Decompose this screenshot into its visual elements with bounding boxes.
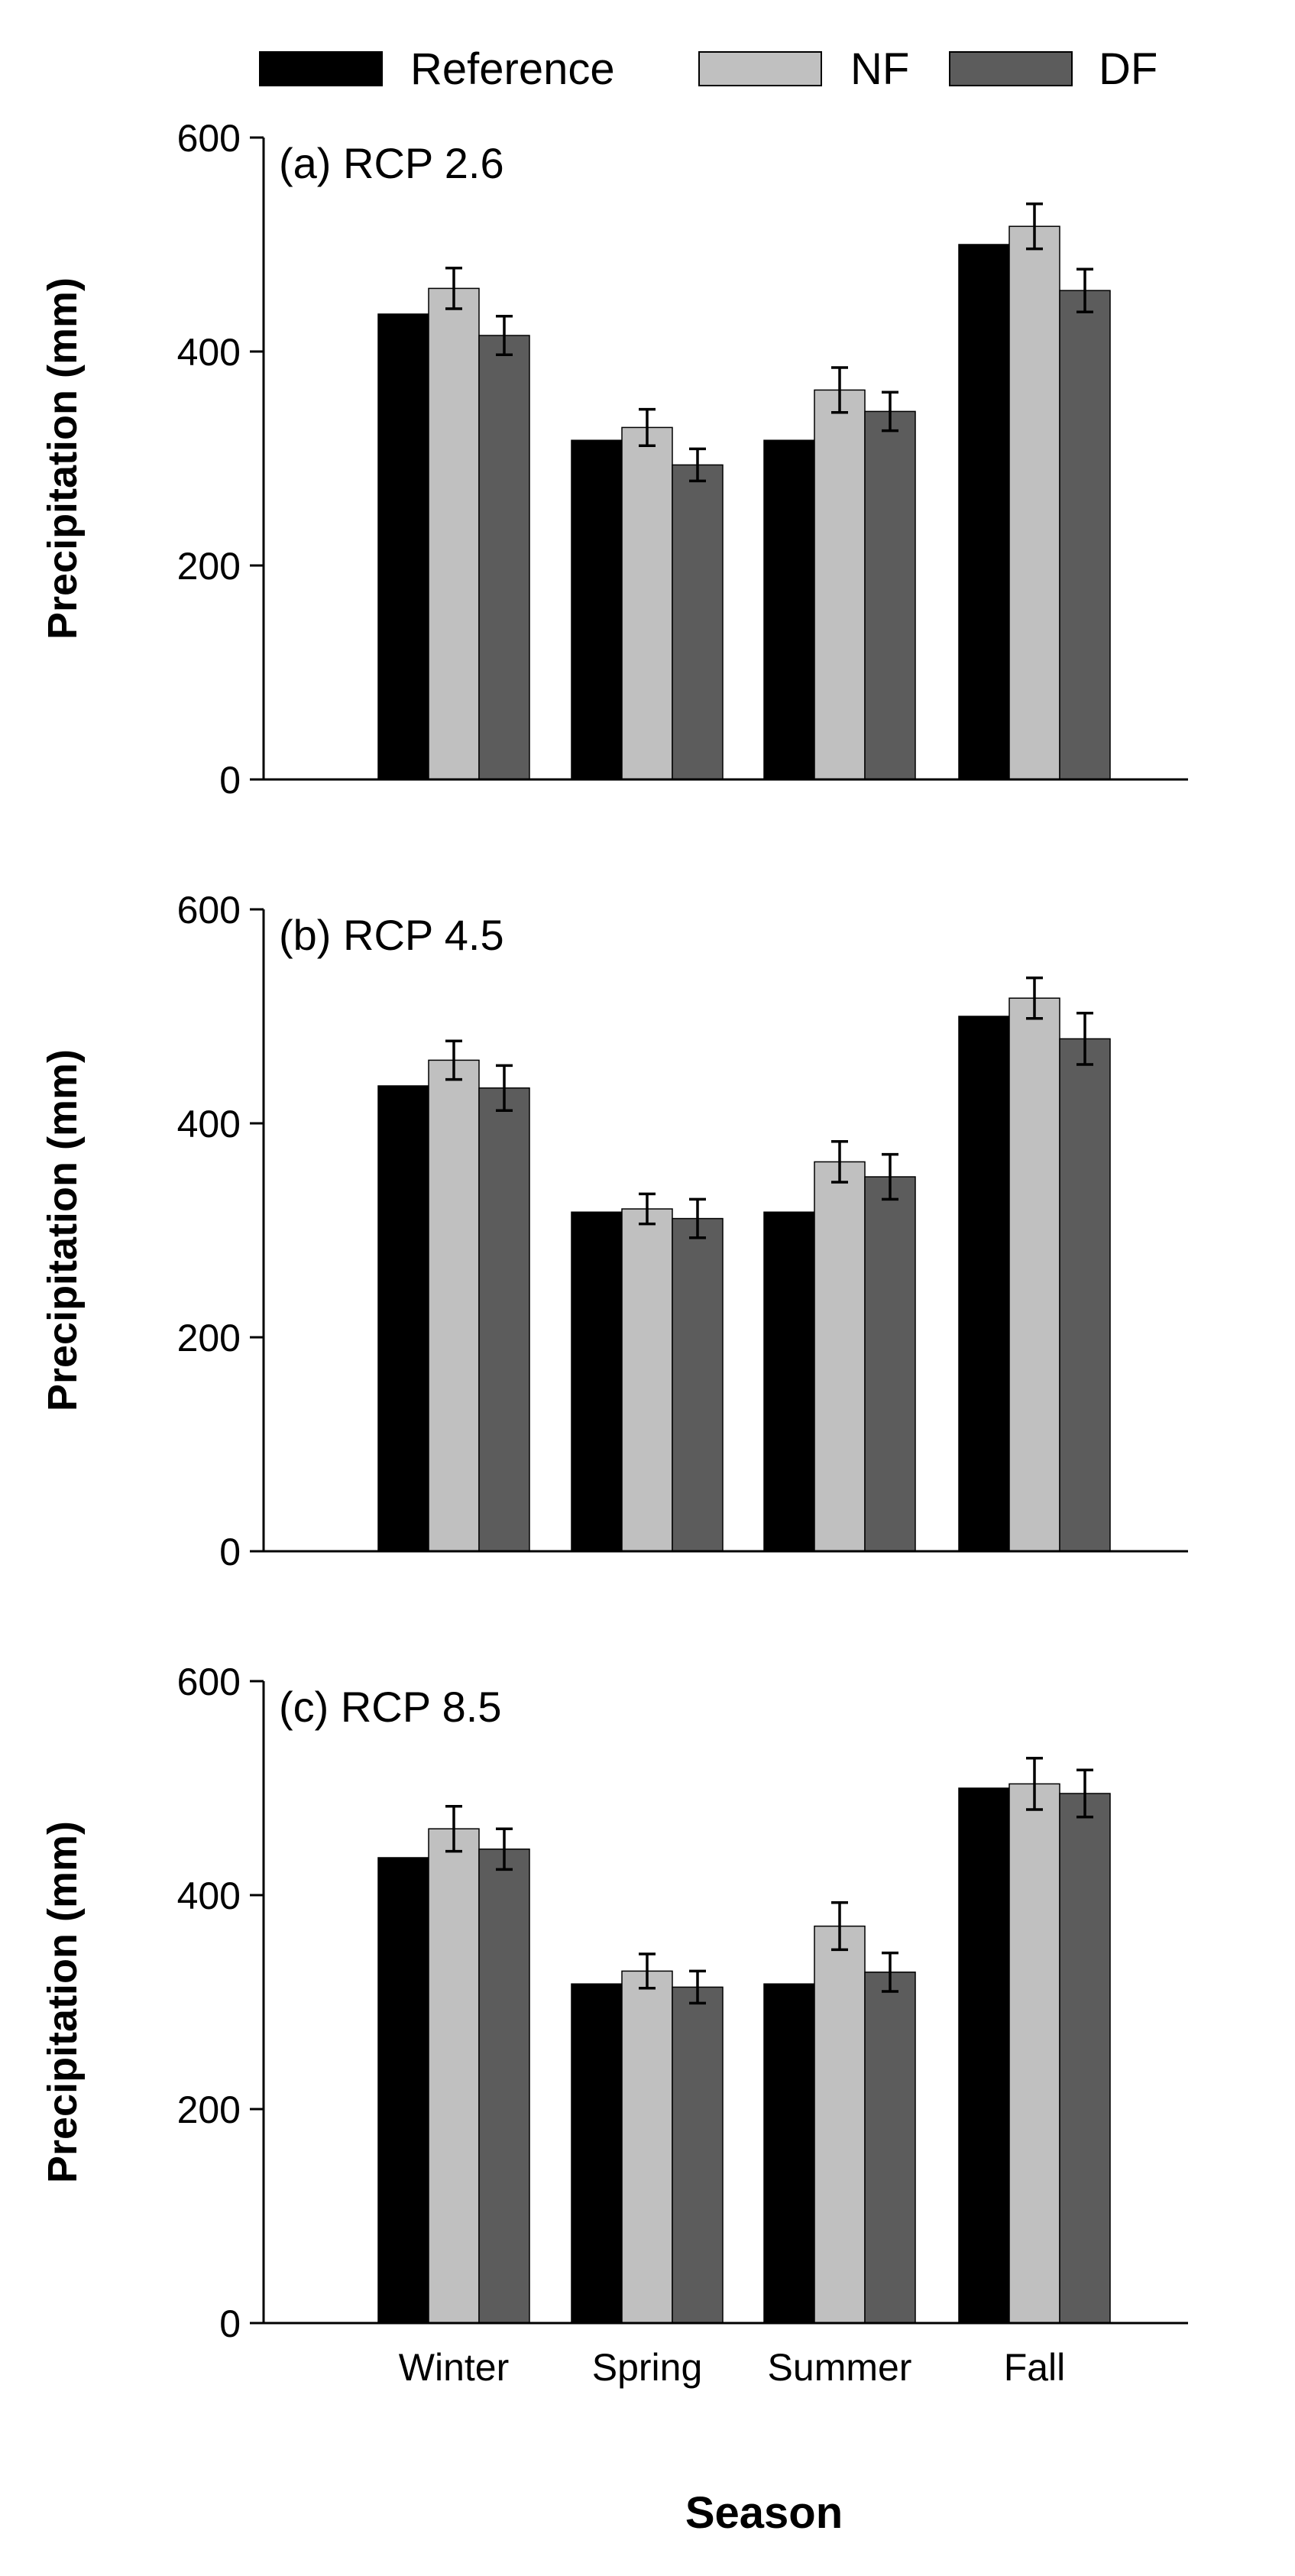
bar-a-df-fall (1059, 290, 1111, 780)
error-bar-a-nf-fall (1026, 203, 1043, 251)
bar-a-nf-winter (428, 287, 480, 780)
bar-b-nf-fall (1008, 997, 1060, 1552)
error-bar-a-df-spring (689, 447, 706, 483)
panel-b: 0 200 400 600 (b) RCP 4.5 Precipitation (mm) (40, 889, 1188, 1573)
bar-b-nf-spring (621, 1208, 673, 1552)
legend-swatch-df (949, 51, 1073, 86)
y-tick-label-c-600: 600 (177, 1661, 241, 1703)
bar-c-reference-fall (958, 1787, 1010, 2324)
error-bar-c-nf-fall (1026, 1757, 1043, 1811)
y-axis-title-b: Precipitation (mm) (40, 1049, 86, 1411)
bar-b-df-fall (1059, 1038, 1111, 1552)
bar-a-nf-summer (814, 389, 866, 780)
bar-a-df-winter (478, 335, 530, 780)
y-axis-title-a: Precipitation (mm) (40, 277, 86, 640)
bar-c-df-spring (672, 1986, 724, 2324)
y-axis-title-c: Precipitation (mm) (40, 1821, 86, 2183)
error-bar-c-nf-winter (445, 1805, 462, 1853)
bar-b-reference-summer (763, 1211, 815, 1552)
x-axis-title: Season (685, 2488, 843, 2538)
error-bar-c-nf-spring (639, 1952, 656, 1990)
bar-c-df-summer (864, 1972, 916, 2324)
bar-c-nf-summer (814, 1925, 866, 2324)
bar-a-reference-fall (958, 244, 1010, 780)
legend-swatch-nf (698, 51, 822, 86)
panel-label-c: (c) RCP 8.5 (279, 1683, 501, 1731)
bar-c-df-winter (478, 1849, 530, 2324)
panel-label-a: (a) RCP 2.6 (279, 139, 504, 187)
bar-b-reference-fall (958, 1016, 1010, 1552)
error-bar-b-df-winter (496, 1064, 513, 1112)
legend: Reference NF DF (259, 44, 1157, 94)
bar-a-nf-fall (1008, 225, 1060, 780)
error-bar-a-df-summer (882, 390, 898, 433)
legend-swatch-reference (259, 51, 383, 86)
panel-label-b: (b) RCP 4.5 (279, 911, 504, 959)
error-bar-b-nf-winter (445, 1039, 462, 1081)
bar-c-reference-spring (571, 1983, 623, 2324)
bar-c-df-fall (1059, 1793, 1111, 2324)
category-label-summer: Summer (768, 2346, 912, 2389)
y-tick-label-c-400: 400 (177, 1874, 241, 1917)
bar-c-reference-winter (377, 1857, 429, 2324)
bar-a-nf-spring (621, 426, 673, 780)
panel-a: 0 200 400 600 (a) RCP 2.6 Precipitation (mm) (40, 117, 1188, 802)
bar-a-reference-winter (377, 313, 429, 780)
error-bar-b-df-summer (882, 1152, 898, 1201)
error-bar-a-nf-spring (639, 407, 656, 447)
error-bar-c-df-summer (882, 1951, 898, 1993)
error-bar-b-nf-summer (831, 1140, 848, 1184)
y-tick-label-b-400: 400 (177, 1103, 241, 1145)
y-tick-label-b-200: 200 (177, 1317, 241, 1359)
bar-c-nf-winter (428, 1828, 480, 2324)
y-tick-label-c-200: 200 (177, 2088, 241, 2131)
bar-a-df-spring (672, 464, 724, 780)
legend-label-reference: Reference (410, 44, 615, 94)
y-tick-label-c-0: 0 (219, 2302, 241, 2345)
bar-a-reference-summer (763, 439, 815, 780)
legend-label-df: DF (1099, 44, 1157, 94)
error-bar-a-df-winter (496, 315, 513, 356)
bar-a-reference-spring (571, 439, 623, 780)
panel-c: 0 200 400 600 (c) RCP 8.5 Precipitation (mm) W… (40, 1661, 1188, 2389)
y-tick-label-a-600: 600 (177, 117, 241, 160)
bar-a-df-summer (864, 410, 916, 780)
y-tick-label-b-600: 600 (177, 889, 241, 932)
bar-b-nf-winter (428, 1059, 480, 1552)
bar-c-nf-spring (621, 1970, 673, 2324)
error-bar-a-df-fall (1076, 267, 1093, 313)
bar-b-reference-winter (377, 1085, 429, 1552)
error-bar-b-nf-fall (1026, 976, 1043, 1020)
error-bar-c-nf-summer (831, 1901, 848, 1952)
error-bar-a-nf-winter (445, 267, 462, 310)
error-bar-b-df-spring (689, 1197, 706, 1239)
bar-b-df-summer (864, 1176, 916, 1552)
bar-b-df-winter (478, 1087, 530, 1552)
category-label-winter: Winter (399, 2346, 509, 2389)
bar-b-df-spring (672, 1217, 724, 1552)
error-bar-b-df-fall (1076, 1012, 1093, 1066)
error-bar-c-df-fall (1076, 1768, 1093, 1819)
y-tick-label-a-0: 0 (219, 759, 241, 802)
y-tick-label-a-200: 200 (177, 545, 241, 588)
error-bar-c-df-winter (496, 1827, 513, 1871)
bar-c-reference-summer (763, 1983, 815, 2324)
error-bar-c-df-spring (689, 1969, 706, 2005)
bar-b-nf-summer (814, 1161, 866, 1552)
category-label-fall: Fall (1004, 2346, 1066, 2389)
category-label-spring: Spring (592, 2346, 703, 2389)
y-tick-label-b-0: 0 (219, 1531, 241, 1573)
error-bar-b-nf-spring (639, 1192, 656, 1226)
bar-c-nf-fall (1008, 1783, 1060, 2324)
legend-label-nf: NF (850, 44, 909, 94)
bar-b-reference-spring (571, 1211, 623, 1552)
error-bar-a-nf-summer (831, 366, 848, 414)
y-tick-label-a-400: 400 (177, 331, 241, 374)
